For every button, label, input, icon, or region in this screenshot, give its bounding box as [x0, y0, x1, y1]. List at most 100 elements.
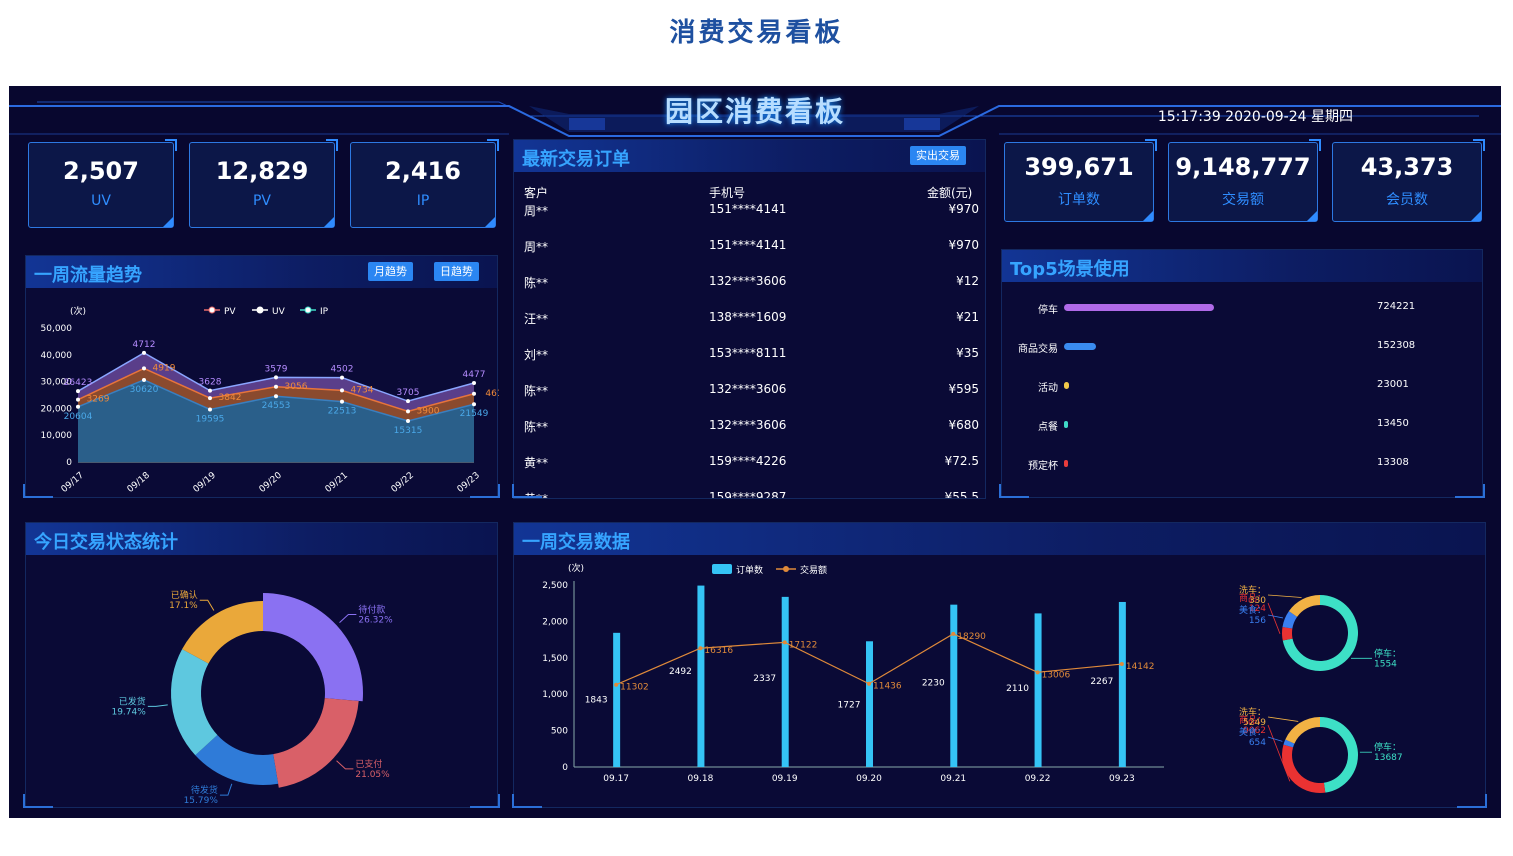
order-customer: 周** [524, 240, 549, 254]
bar-value-label: 2492 [669, 667, 692, 677]
point-uv [274, 394, 278, 399]
x-tick-label: 09.17 [603, 774, 629, 784]
point-uv [208, 407, 212, 412]
mini-donut-value: 124 [1249, 604, 1266, 614]
stat-value: 2,416 [385, 157, 461, 185]
point-pv [274, 375, 278, 380]
order-amount: ¥72.5 [944, 454, 979, 468]
data-label: 4502 [331, 365, 354, 375]
data-label: 4477 [463, 370, 486, 380]
stat-ip: 2,416 IP [350, 139, 499, 228]
amount-value-label: 16316 [704, 646, 733, 656]
order-phone: 132****3606 [709, 418, 787, 432]
top5-item-name: 活动 [1038, 383, 1058, 394]
corner-bracket [470, 484, 500, 498]
stat-value: 12,829 [215, 157, 309, 185]
amount-point [698, 646, 703, 651]
mini-donut-name: 停车： [1374, 647, 1401, 659]
donut-slice [195, 734, 279, 785]
orders-panel: 最新交易订单 实出交易 客户 手机号 金额(元) 周** 151****4141 ¥… [513, 139, 986, 499]
order-phone: 151****4141 [709, 202, 787, 216]
donut-slice-percent: 19.74% [111, 707, 146, 717]
top5-item-value: 23001 [1377, 379, 1409, 390]
top5-item: 商品交易 152308 [1002, 340, 1482, 360]
traffic-chart: (次) 0 10,000 20,000 30,000 40,000 50,000 26423 4… [41, 305, 500, 495]
x-tick-label: 09.22 [1025, 774, 1051, 784]
top5-item-bar [1064, 343, 1096, 350]
mini-donut-value: 9062 [1243, 726, 1266, 736]
order-amount: ¥970 [948, 202, 979, 216]
stat-label: 交易额 [1222, 192, 1264, 208]
y-tick-label: 0 [562, 763, 568, 773]
stat-value: 2,507 [63, 157, 139, 185]
point-ip [76, 397, 80, 402]
order-phone: 132****3606 [709, 274, 787, 288]
order-bar [697, 585, 705, 767]
x-tick-label: 09/22 [390, 471, 416, 495]
order-amount: ¥970 [948, 238, 979, 252]
donut-slice-percent: 17.1% [169, 601, 198, 611]
donut-leader [339, 613, 357, 623]
month-trend-button[interactable]: 月趋势 [368, 262, 413, 281]
day-trend-button[interactable]: 日趋势 [434, 262, 479, 281]
y-tick-label: 2,000 [542, 617, 568, 627]
dashboard-board: 园区消费看板 15:17:39 2020-09-24 星期四 2,507 UV 1… [9, 86, 1501, 818]
mini-donut-value: 5249 [1243, 718, 1266, 728]
donut-slice [170, 649, 218, 756]
mini-donut-name: 美食： [1239, 726, 1266, 738]
data-label: 24553 [262, 401, 291, 411]
y-tick-label: 1,000 [542, 690, 568, 700]
corner-bracket [512, 484, 542, 498]
legend-label: UV [272, 307, 286, 317]
x-tick-label: 09.23 [1109, 774, 1135, 784]
order-amount: ¥680 [948, 418, 979, 432]
amount-point [782, 640, 787, 645]
data-label: 4712 [133, 340, 156, 350]
donut-slice [263, 593, 364, 702]
area-uv [78, 379, 474, 462]
order-phone: 151****4141 [709, 238, 787, 252]
stat-value: 399,671 [1024, 153, 1134, 181]
order-customer: 汪** [524, 312, 549, 326]
stat-label: PV [252, 193, 272, 209]
traffic-panel-title: 一周流量趋势 [26, 256, 497, 288]
order-customer: 黄** [524, 456, 549, 470]
order-customer: 陈** [524, 384, 549, 398]
y-tick-label: 1,500 [542, 654, 568, 664]
legend-marker [304, 306, 312, 314]
top5-item-value: 724221 [1377, 301, 1416, 312]
order-row: 黄** 159****9287 ¥55.5 [524, 490, 979, 498]
export-trade-button[interactable]: 实出交易 [910, 146, 966, 165]
x-tick-label: 09.20 [856, 774, 882, 784]
mini-donut-name: 洗车： [1239, 706, 1266, 718]
x-tick-label: 09.19 [772, 774, 798, 784]
top5-item: 停车 724221 [1002, 301, 1482, 321]
mini-donut-value: 330 [1249, 596, 1266, 606]
y-tick-label: 40,000 [41, 351, 73, 361]
donut-slice-name: 待付款 [358, 603, 385, 615]
point-ip [208, 396, 212, 401]
status-panel-title: 今日交易状态统计 [26, 523, 497, 555]
mini-donut-slice [1283, 739, 1295, 748]
order-amount: ¥595 [948, 382, 979, 396]
stat-label: UV [91, 193, 111, 209]
order-row: 陈** 132****3606 ¥595 [524, 382, 979, 402]
traffic-unit-label: (次) [70, 305, 86, 317]
order-bar [950, 604, 958, 767]
data-label: 21549 [460, 409, 489, 419]
mini-donut-leader [1267, 724, 1291, 782]
y-tick-label: 50,000 [41, 324, 73, 334]
weekly-panel: 一周交易数据 (次) 0 500 1,000 1,500 2,000 2,500 1843 09… [513, 522, 1486, 808]
point-pv [472, 381, 476, 386]
legend-marker [208, 306, 216, 314]
x-tick-label: 09/21 [324, 471, 350, 495]
mini-donut-leader [1267, 594, 1302, 598]
data-label: 3705 [397, 388, 420, 398]
corner-bracket [512, 794, 542, 808]
mini-donut-value: 13687 [1374, 753, 1403, 763]
point-uv [340, 399, 344, 404]
y-tick-label: 20,000 [41, 404, 73, 414]
data-label: 3579 [265, 364, 288, 374]
order-amount: ¥35 [956, 346, 979, 360]
